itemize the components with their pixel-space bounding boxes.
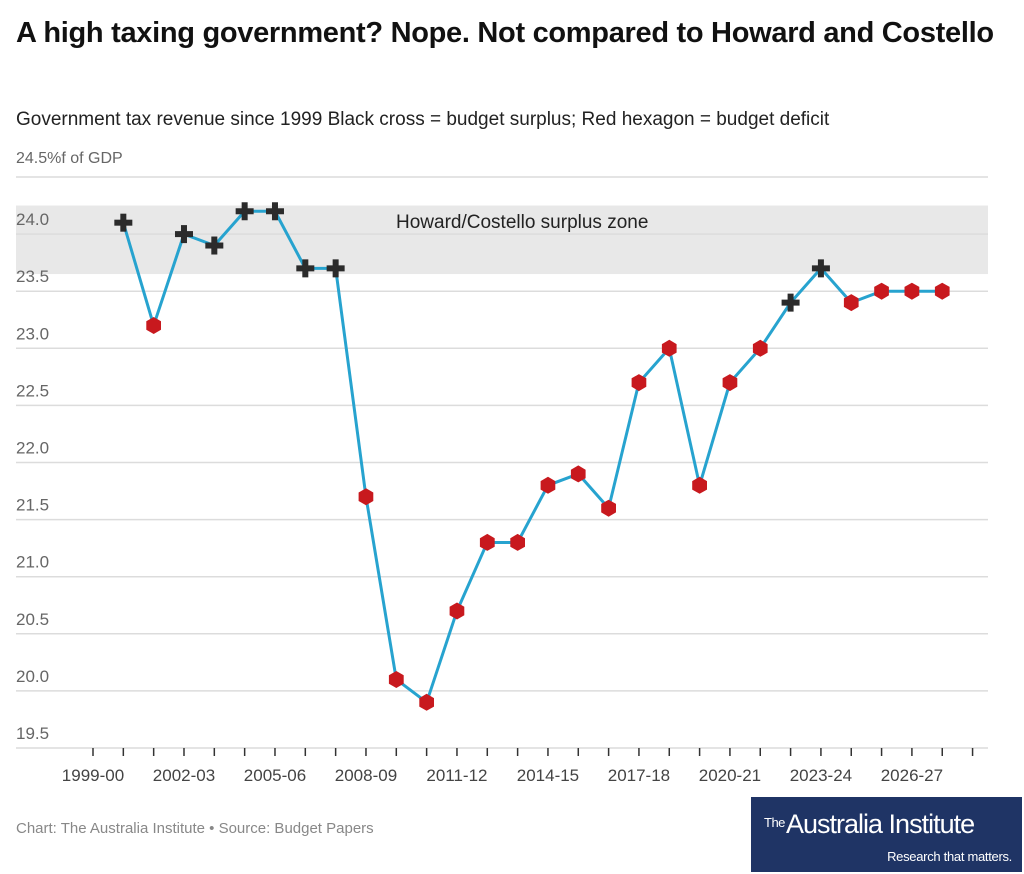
surplus-cross-marker (174, 225, 193, 244)
series-line (121, 209, 943, 704)
logo-the: The (764, 815, 785, 830)
x-tick-label: 2002-03 (153, 766, 215, 785)
y-tick-label: 23.0 (16, 324, 49, 343)
surplus-cross-marker (781, 293, 800, 312)
x-tick-label: 2017-18 (608, 766, 670, 785)
surplus-cross-marker (811, 259, 830, 278)
surplus-cross-marker (265, 202, 284, 221)
y-tick-label: 20.5 (16, 610, 49, 629)
y-tick-label: 22.5 (16, 381, 49, 400)
deficit-hexagon-marker (358, 488, 374, 506)
deficit-hexagon-marker (570, 465, 586, 483)
deficit-hexagon-marker (904, 282, 920, 300)
cross-bar-v (241, 202, 248, 221)
x-tick-label: 2008-09 (335, 766, 397, 785)
cross-bar-v (302, 259, 309, 278)
cross-bar-v (817, 259, 824, 278)
deficit-hexagon-marker (661, 339, 677, 357)
deficit-hexagon-marker (692, 476, 707, 494)
surplus-cross-marker (114, 213, 133, 232)
y-tick-label: 19.5 (16, 724, 49, 743)
cross-bar-v (787, 293, 794, 312)
cross-bar-v (180, 225, 187, 244)
x-tick-label: 2014-15 (517, 766, 579, 785)
chart-title: A high taxing government? Nope. Not comp… (16, 17, 994, 49)
line-chart: Howard/Costello surplus zone 19.5 20.0 20.… (16, 176, 988, 785)
deficit-hexagon-marker (419, 693, 434, 711)
y-tick-label: 20.0 (16, 667, 49, 686)
deficit-hexagon-marker (874, 282, 889, 300)
deficit-hexagon-marker (934, 282, 950, 300)
deficit-hexagon-marker (510, 533, 525, 551)
chart-subtitle: Government tax revenue since 1999 Black … (16, 109, 830, 130)
surplus-zone-label: Howard/Costello surplus zone (396, 212, 648, 233)
surplus-cross-marker (205, 236, 224, 255)
surplus-cross-marker (326, 259, 345, 278)
deficit-hexagon-marker (146, 317, 161, 334)
x-axis: 1999-00 2002-03 2005-06 2008-09 2011-12 2014-… (62, 748, 974, 785)
deficit-hexagon-marker (752, 339, 768, 357)
cross-bar-v (271, 202, 278, 221)
deficit-hexagon-marker (601, 499, 616, 517)
y-tick-label: 21.0 (16, 553, 49, 572)
x-tick-label: 2005-06 (244, 766, 306, 785)
deficit-hexagon-marker (843, 294, 859, 312)
deficit-hexagon-marker (540, 476, 556, 494)
chart-source: Chart: The Australia Institute • Source:… (16, 820, 374, 837)
gridlines: 19.5 20.0 20.5 21.0 21.5 22.0 22.5 23.0 23.5 24.0 (16, 176, 988, 749)
markers (114, 202, 950, 711)
surplus-zone-band-layer: Howard/Costello surplus zone (16, 205, 988, 275)
surplus-zone-band (16, 205, 988, 275)
x-tick-label: 1999-00 (62, 766, 124, 785)
logo-name: Australia Institute (786, 809, 975, 839)
deficit-hexagon-marker (722, 374, 738, 392)
series-line-layer (121, 209, 943, 704)
surplus-cross-marker (235, 202, 254, 221)
australia-institute-logo[interactable]: The Australia Institute Research that ma… (751, 797, 1022, 872)
x-tick-label: 2020-21 (699, 766, 761, 785)
y-axis-unit-label: 24.5%f of GDP (16, 150, 123, 167)
cross-bar-v (332, 259, 339, 278)
x-tick-label: 2023-24 (790, 766, 852, 785)
y-tick-label: 21.5 (16, 496, 49, 515)
y-tick-label: 24.0 (16, 210, 49, 229)
y-tick-label: 22.0 (16, 439, 49, 458)
cross-bar-v (120, 213, 127, 232)
deficit-hexagon-marker (631, 374, 647, 392)
cross-bar-v (211, 236, 218, 255)
x-tick-label: 2026-27 (881, 766, 943, 785)
x-tick-label: 2011-12 (426, 766, 487, 785)
logo-tagline: Research that matters. (887, 849, 1012, 864)
deficit-hexagon-marker (479, 533, 495, 551)
surplus-cross-marker (296, 259, 315, 278)
deficit-hexagon-marker (449, 602, 465, 620)
deficit-hexagon-marker (388, 671, 404, 688)
y-tick-label: 23.5 (16, 267, 49, 286)
